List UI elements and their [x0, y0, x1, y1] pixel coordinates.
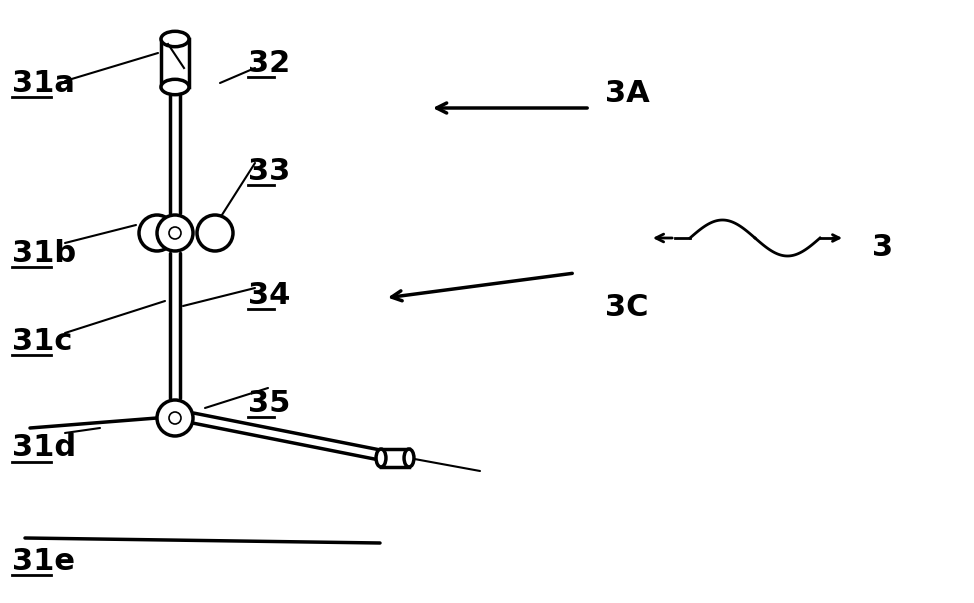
Ellipse shape: [404, 449, 414, 467]
Text: 34: 34: [248, 280, 290, 309]
Text: 35: 35: [248, 388, 290, 417]
Text: 31c: 31c: [12, 326, 72, 356]
Text: 31b: 31b: [12, 239, 76, 268]
Circle shape: [197, 215, 233, 251]
Text: 31d: 31d: [12, 434, 76, 463]
Text: 32: 32: [248, 48, 290, 78]
Bar: [381, 449, 409, 467]
Text: 31a: 31a: [12, 69, 75, 98]
Bar: [161, 39, 189, 87]
Circle shape: [157, 215, 193, 251]
Text: 3C: 3C: [605, 294, 649, 323]
Ellipse shape: [161, 31, 189, 46]
Text: 3: 3: [872, 233, 893, 262]
Circle shape: [139, 215, 175, 251]
Circle shape: [157, 400, 193, 436]
Text: 3A: 3A: [605, 78, 650, 107]
Text: 31e: 31e: [12, 546, 75, 575]
Circle shape: [169, 412, 181, 424]
Ellipse shape: [161, 80, 189, 95]
Circle shape: [169, 227, 181, 239]
Text: 33: 33: [248, 157, 290, 186]
Ellipse shape: [376, 449, 386, 467]
